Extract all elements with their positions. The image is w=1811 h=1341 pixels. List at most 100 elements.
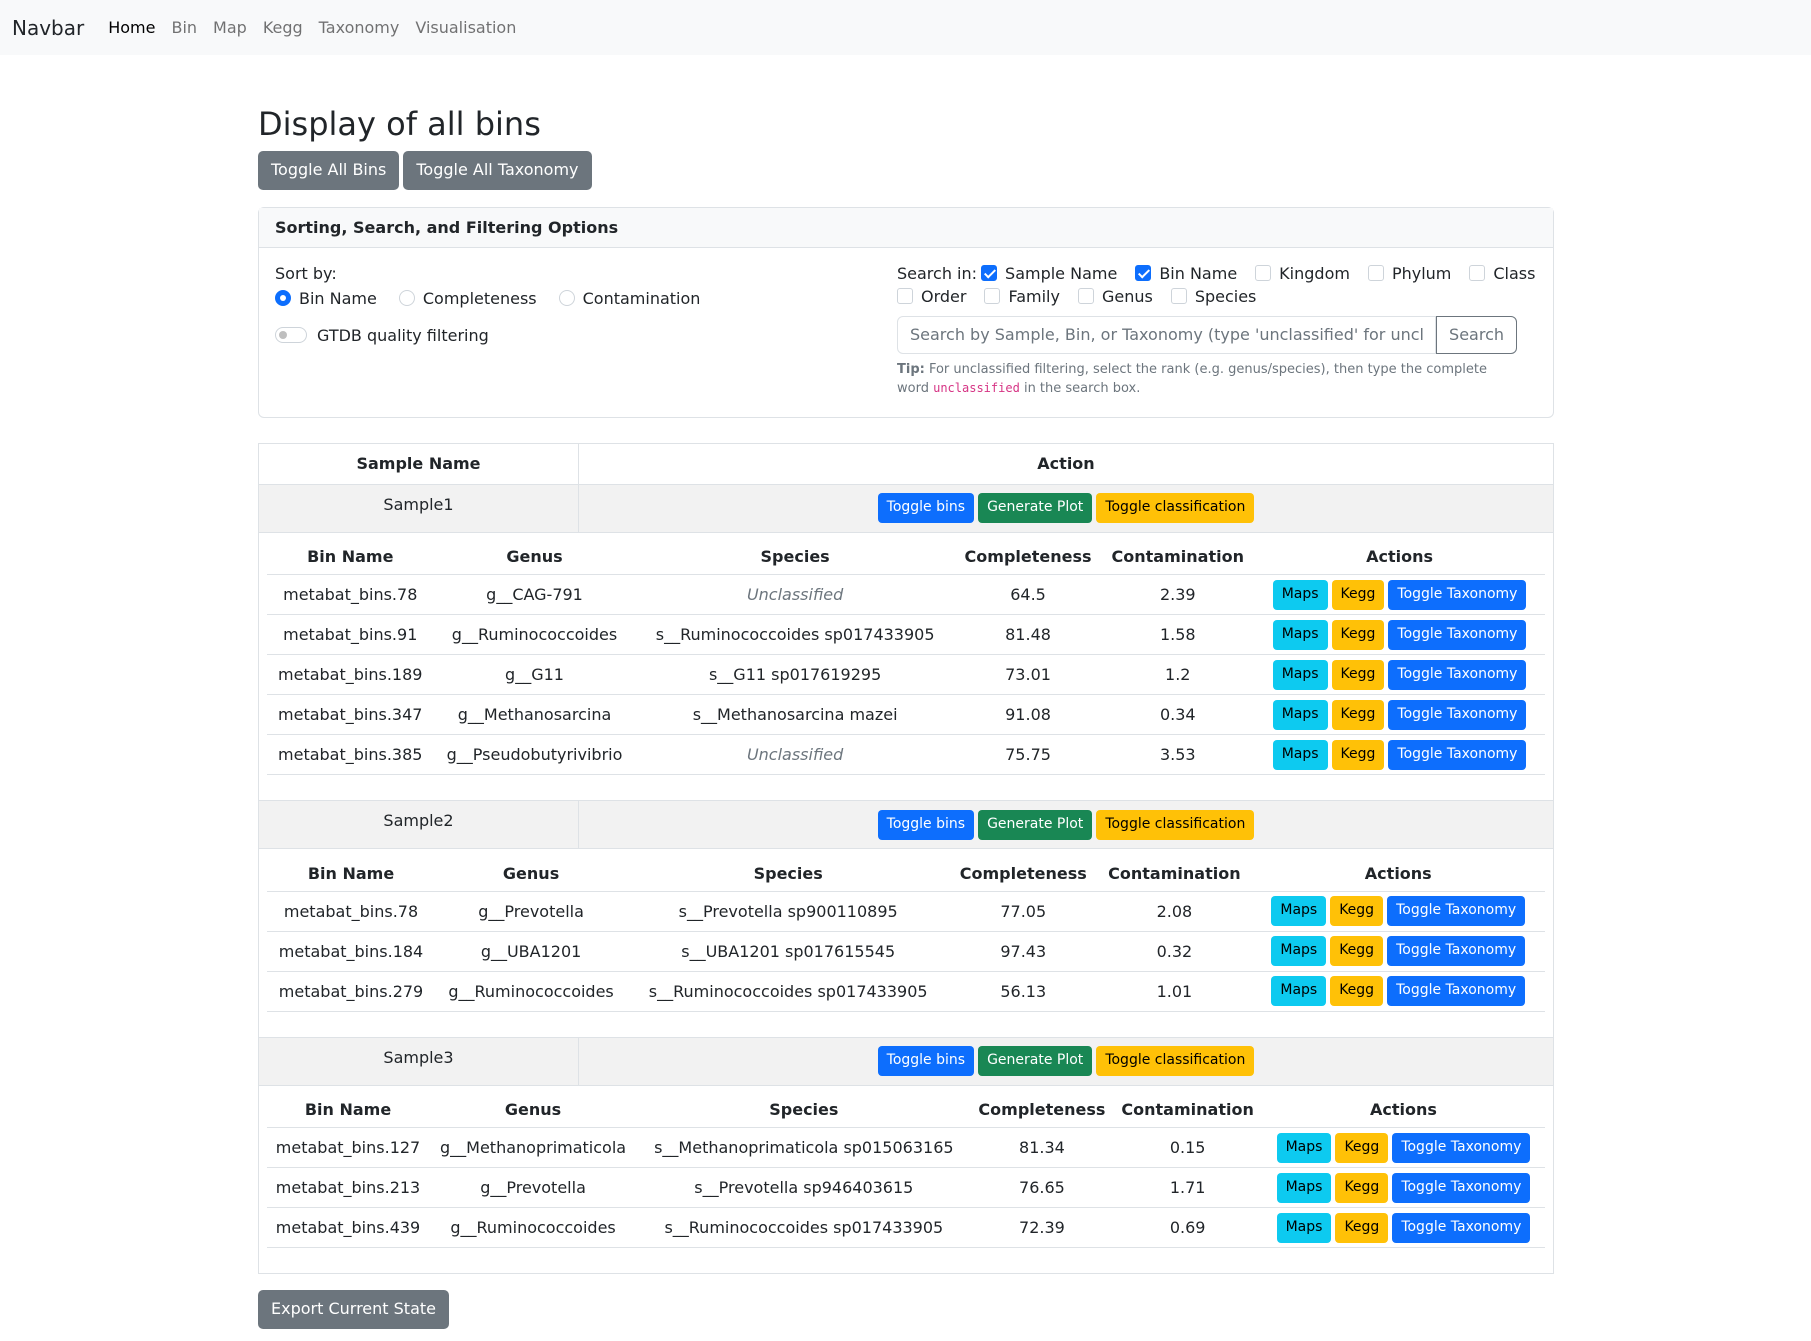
checkbox-unchecked-icon[interactable] xyxy=(897,288,913,305)
toggle-all-bins-button[interactable]: Toggle All Bins xyxy=(258,151,400,190)
maps-button[interactable]: Maps xyxy=(1271,936,1327,967)
navbar-brand[interactable]: Navbar xyxy=(12,15,85,40)
bin-row: metabat_bins.385 g__Pseudobutyrivibrio Unc… xyxy=(267,734,1545,776)
radio-unselected-icon[interactable] xyxy=(558,290,575,307)
kegg-button[interactable]: Kegg xyxy=(1331,699,1385,730)
bins-col-header: Species xyxy=(627,855,950,892)
toggle-bins-button[interactable]: Toggle bins xyxy=(877,809,975,840)
tip-bold: Tip: xyxy=(897,361,925,377)
contamination-cell: 1.01 xyxy=(1097,971,1252,1012)
kegg-button[interactable]: Kegg xyxy=(1331,579,1385,610)
maps-button[interactable]: Maps xyxy=(1272,739,1328,770)
nav-link-home[interactable]: Home xyxy=(108,18,156,37)
contamination-cell: 2.39 xyxy=(1101,574,1255,616)
nav-link-bin[interactable]: Bin xyxy=(171,18,198,37)
kegg-button[interactable]: Kegg xyxy=(1335,1212,1389,1243)
maps-button[interactable]: Maps xyxy=(1272,699,1328,730)
kegg-button[interactable]: Kegg xyxy=(1335,1172,1389,1203)
radio-unselected-icon[interactable] xyxy=(398,290,415,307)
maps-button[interactable]: Maps xyxy=(1272,579,1328,610)
bins-col-header: Actions xyxy=(1254,538,1545,576)
kegg-button[interactable]: Kegg xyxy=(1330,896,1384,927)
check-label: Family xyxy=(1008,286,1060,306)
checkbox-checked-icon[interactable] xyxy=(981,265,998,282)
toggle-taxonomy-button[interactable]: Toggle Taxonomy xyxy=(1387,936,1526,967)
nav-link-map[interactable]: Map xyxy=(213,18,247,37)
sample-actions: Toggle bins Generate Plot Toggle classific… xyxy=(579,485,1553,532)
toggle-taxonomy-button[interactable]: Toggle Taxonomy xyxy=(1388,699,1527,730)
toggle-taxonomy-button[interactable]: Toggle Taxonomy xyxy=(1392,1132,1531,1163)
maps-button[interactable]: Maps xyxy=(1276,1132,1332,1163)
sort-radio-completeness[interactable]: Completeness xyxy=(398,289,537,308)
checkbox-unchecked-icon[interactable] xyxy=(1077,288,1094,305)
toggle-taxonomy-button[interactable]: Toggle Taxonomy xyxy=(1388,579,1527,610)
bins-table-wrap: Bin Name Genus Species Completeness Contamin… xyxy=(259,849,1553,1038)
gtdb-filter-switch[interactable] xyxy=(275,327,307,344)
kegg-button[interactable]: Kegg xyxy=(1331,659,1385,690)
toggle-classification-button[interactable]: Toggle classification xyxy=(1096,1046,1255,1077)
kegg-button[interactable]: Kegg xyxy=(1331,739,1385,770)
toggle-taxonomy-button[interactable]: Toggle Taxonomy xyxy=(1388,619,1527,650)
maps-button[interactable]: Maps xyxy=(1271,896,1327,927)
generate-plot-button[interactable]: Generate Plot xyxy=(978,1046,1093,1077)
checkbox-unchecked-icon[interactable] xyxy=(984,288,1001,305)
checkbox-unchecked-icon[interactable] xyxy=(1170,288,1187,305)
species-cell: s__UBA1201 sp017615545 xyxy=(627,931,950,972)
bins-col-header: Genus xyxy=(429,1091,638,1129)
bins-col-header: Bin Name xyxy=(267,538,434,576)
bins-col-header: Bin Name xyxy=(267,855,436,892)
export-button[interactable]: Export Current State xyxy=(258,1290,449,1329)
toggle-taxonomy-button[interactable]: Toggle Taxonomy xyxy=(1388,739,1527,770)
toggle-taxonomy-button[interactable]: Toggle Taxonomy xyxy=(1392,1172,1531,1203)
radio-selected-icon[interactable] xyxy=(275,290,291,307)
checkbox-checked-icon[interactable] xyxy=(1135,265,1152,282)
contamination-cell: 0.34 xyxy=(1101,694,1255,736)
check-genus[interactable]: Genus xyxy=(1077,287,1153,306)
generate-plot-button[interactable]: Generate Plot xyxy=(978,809,1093,840)
checkbox-unchecked-icon[interactable] xyxy=(1367,265,1384,282)
sort-radio-contamination[interactable]: Contamination xyxy=(558,289,700,308)
completeness-cell: 81.48 xyxy=(954,614,1102,656)
toggle-all-taxonomy-button[interactable]: Toggle All Taxonomy xyxy=(403,151,592,190)
toggle-taxonomy-button[interactable]: Toggle Taxonomy xyxy=(1392,1212,1531,1243)
sort-label: Sort by: xyxy=(275,263,337,283)
check-bin-name[interactable]: Bin Name xyxy=(1135,264,1237,283)
search-button[interactable]: Search xyxy=(1436,315,1517,354)
nav-link-kegg[interactable]: Kegg xyxy=(262,18,303,37)
sort-radio-label: Bin Name xyxy=(299,288,377,308)
genus-cell: g__Prevotella xyxy=(429,1167,638,1209)
nav-link-taxonomy[interactable]: Taxonomy xyxy=(318,18,400,37)
toggle-bins-button[interactable]: Toggle bins xyxy=(877,1046,975,1077)
toggle-taxonomy-button[interactable]: Toggle Taxonomy xyxy=(1388,659,1527,690)
check-kingdom[interactable]: Kingdom xyxy=(1255,264,1350,283)
check-label: Phylum xyxy=(1391,263,1452,283)
bin-name-cell: metabat_bins.78 xyxy=(267,891,436,932)
nav-link-visualisation[interactable]: Visualisation xyxy=(415,18,517,37)
toggle-classification-button[interactable]: Toggle classification xyxy=(1096,809,1255,840)
maps-button[interactable]: Maps xyxy=(1271,976,1327,1007)
check-species[interactable]: Species xyxy=(1170,287,1256,306)
checkbox-unchecked-icon[interactable] xyxy=(1255,265,1272,282)
check-sample-name[interactable]: Sample Name xyxy=(981,264,1117,283)
generate-plot-button[interactable]: Generate Plot xyxy=(978,493,1093,524)
check-class[interactable]: Class xyxy=(1469,264,1535,283)
check-phylum[interactable]: Phylum xyxy=(1367,263,1452,283)
toggle-bins-button[interactable]: Toggle bins xyxy=(877,493,975,524)
check-family[interactable]: Family xyxy=(984,286,1060,306)
maps-button[interactable]: Maps xyxy=(1276,1212,1332,1243)
kegg-button[interactable]: Kegg xyxy=(1330,936,1384,967)
search-input[interactable] xyxy=(897,315,1437,354)
maps-button[interactable]: Maps xyxy=(1272,659,1328,690)
maps-button[interactable]: Maps xyxy=(1272,619,1328,650)
kegg-button[interactable]: Kegg xyxy=(1331,619,1385,650)
kegg-button[interactable]: Kegg xyxy=(1330,976,1384,1007)
maps-button[interactable]: Maps xyxy=(1276,1172,1332,1203)
toggle-taxonomy-button[interactable]: Toggle Taxonomy xyxy=(1387,976,1526,1007)
sort-radio-bin-name[interactable]: Bin Name xyxy=(275,289,377,308)
toggle-taxonomy-button[interactable]: Toggle Taxonomy xyxy=(1387,896,1526,927)
kegg-button[interactable]: Kegg xyxy=(1335,1132,1389,1163)
checkbox-unchecked-icon[interactable] xyxy=(1469,265,1486,282)
bins-col-header: Actions xyxy=(1251,855,1545,892)
toggle-classification-button[interactable]: Toggle classification xyxy=(1096,493,1255,524)
check-order[interactable]: Order xyxy=(897,287,966,306)
